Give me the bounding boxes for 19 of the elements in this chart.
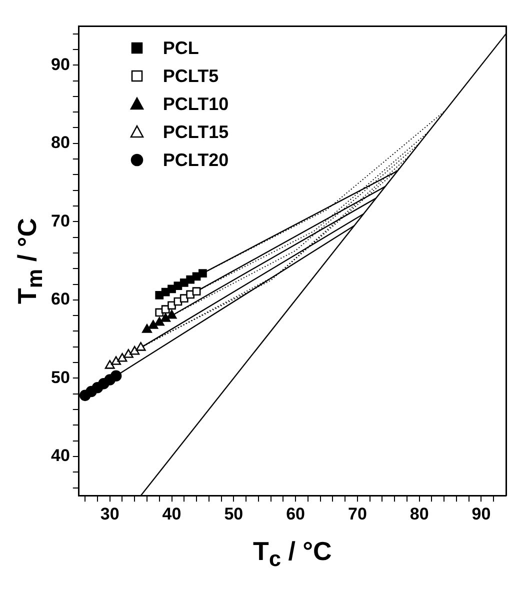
legend-label: PCLT10 <box>162 94 229 114</box>
x-tick-label: 70 <box>348 504 367 524</box>
y-tick-label: 60 <box>50 290 70 309</box>
x-tick-label: 40 <box>162 504 182 524</box>
legend-label: PCLT5 <box>162 66 219 86</box>
x-tick-label: 80 <box>410 504 429 524</box>
x-tick-label: 50 <box>224 504 244 524</box>
x-tick-label: 30 <box>100 504 120 524</box>
x-axis-title: T$_{c}$ / °C <box>252 536 333 572</box>
legend-label: PCLT20 <box>162 150 229 170</box>
y-tick-label: 80 <box>50 133 70 152</box>
legend-label: PCL <box>162 38 199 58</box>
y-tick-label: 40 <box>50 446 70 466</box>
x-tick-label: 60 <box>286 504 306 524</box>
y-tick-label: 90 <box>50 54 70 74</box>
y-tick-label: 70 <box>50 211 70 230</box>
legend-label: PCLT15 <box>162 122 229 142</box>
y-tick-label: 50 <box>50 368 70 387</box>
x-tick-label: 90 <box>472 504 491 524</box>
